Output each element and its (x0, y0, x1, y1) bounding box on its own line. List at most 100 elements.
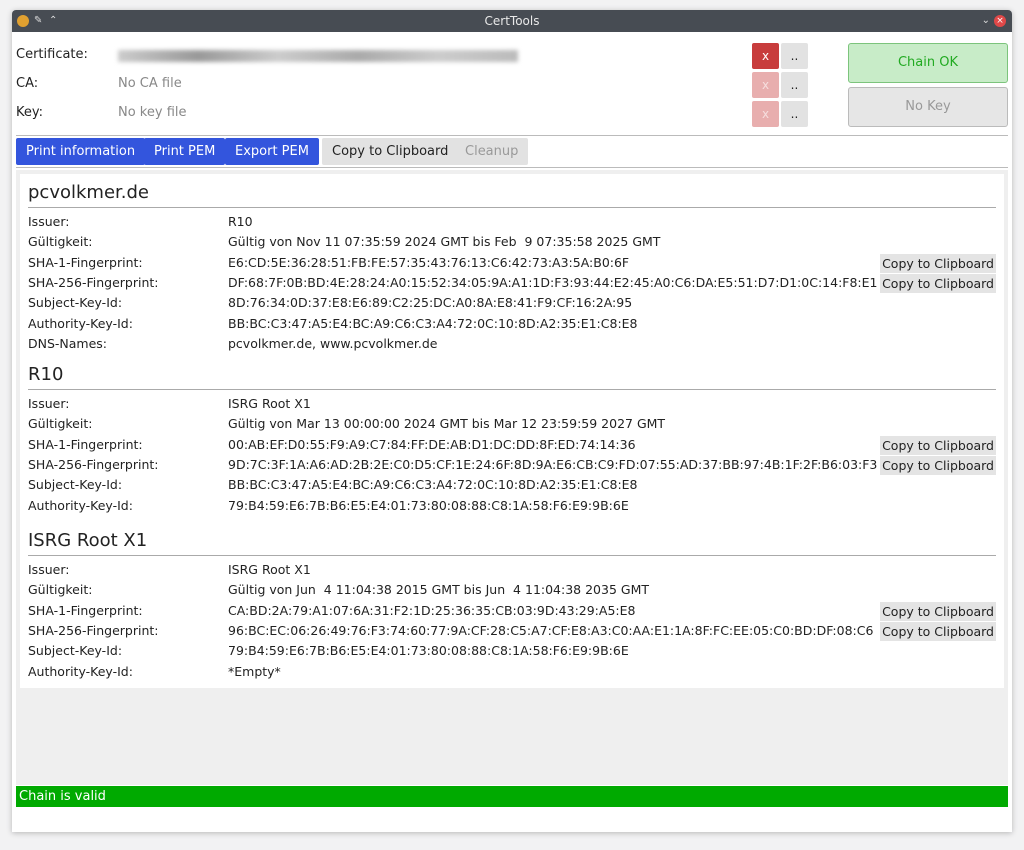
app-icon (17, 15, 29, 27)
field-value: pcvolkmer.de, www.pcvolkmer.de (228, 335, 438, 351)
field-value: R10 (228, 214, 253, 229)
certificate-card: R10 Issuer: ISRG Root X1 Gültigkeit: Gültig … (20, 356, 1004, 522)
certificate-card: pcvolkmer.de Issuer: R10 Gültigkeit: Gültig … (20, 174, 1004, 361)
field-value: BB:BC:C3:47:A5:E4:BC:A9:C6:C3:A4:72:0C:1… (228, 477, 638, 493)
field-row: Issuer: ISRG Root X1 (28, 394, 996, 414)
close-icon[interactable]: × (994, 15, 1006, 27)
copy-to-clipboard-button[interactable]: Copy to Clipboard (880, 435, 996, 455)
no-key-button[interactable]: No Key (848, 87, 1008, 127)
cleanup-button[interactable]: Cleanup (455, 138, 529, 165)
certificate-label: Certificate: (16, 47, 88, 62)
copy-to-clipboard-button[interactable]: Copy to Clipboard (880, 455, 996, 475)
field-row: Subject-Key-Id: BB:BC:C3:47:A5:E4:BC:A9:C… (28, 475, 996, 495)
certificate-card: ISRG Root X1 Issuer: ISRG Root X1 Gültigkei… (20, 522, 1004, 688)
field-row: Subject-Key-Id: 8D:76:34:0D:37:E8:E6:89:C… (28, 293, 996, 313)
field-value: DF:68:7F:0B:BD:4E:28:24:A0:15:52:34:05:9… (228, 274, 878, 290)
field-value: 00:AB:EF:D0:55:F9:A9:C7:84:FF:DE:AB:D1:D… (228, 436, 636, 452)
status-bar: Chain is valid (16, 786, 1008, 807)
copy-to-clipboard-button[interactable]: Copy to Clipboard (880, 273, 996, 293)
divider (16, 135, 1008, 136)
field-row: SHA-1-Fingerprint: 00:AB:EF:D0:55:F9:A9:C… (28, 435, 996, 455)
certificate-path-blurred[interactable] (118, 50, 518, 62)
field-row: Subject-Key-Id: 79:B4:59:E6:7B:B6:E5:E4:0… (28, 641, 996, 661)
field-value: ISRG Root X1 (228, 396, 311, 411)
export-pem-button[interactable]: Export PEM (225, 138, 319, 165)
print-pem-button[interactable]: Print PEM (144, 138, 226, 165)
field-value: *Empty* (228, 663, 281, 679)
field-row: SHA-1-Fingerprint: E6:CD:5E:36:28:51:FB:F… (28, 253, 996, 273)
field-value: 79:B4:59:E6:7B:B6:E5:E4:01:73:80:08:88:C… (228, 643, 629, 659)
browse-ca-button[interactable]: .. (781, 72, 808, 98)
field-row: DNS-Names: pcvolkmer.de, www.pcvolkmer.de (28, 334, 996, 354)
field-row: Issuer: R10 (28, 212, 996, 232)
field-label: Subject-Key-Id: (28, 477, 123, 493)
field-label: SHA-256-Fingerprint: (28, 456, 159, 472)
field-label: Authority-Key-Id: (28, 497, 133, 513)
field-value: E6:CD:5E:36:28:51:FB:FE:57:35:43:76:13:C… (228, 254, 630, 270)
field-value: BB:BC:C3:47:A5:E4:BC:A9:C6:C3:A4:72:0C:1… (228, 315, 638, 331)
field-label: SHA-256-Fingerprint: (28, 622, 159, 638)
field-label: Issuer: (28, 214, 70, 229)
field-label: DNS-Names: (28, 335, 108, 351)
field-label: Issuer: (28, 562, 70, 577)
field-row: Authority-Key-Id: 79:B4:59:E6:7B:B6:E5:E4… (28, 496, 996, 516)
field-row: SHA-256-Fingerprint: DF:68:7F:0B:BD:4E:28… (28, 273, 996, 293)
key-file-value[interactable]: No key file (118, 105, 187, 120)
field-value: 96:BC:EC:06:26:49:76:F3:74:60:77:9A:CF:2… (228, 622, 874, 638)
field-label: SHA-1-Fingerprint: (28, 254, 143, 270)
field-value: 79:B4:59:E6:7B:B6:E5:E4:01:73:80:08:88:C… (228, 497, 629, 513)
copy-to-clipboard-button[interactable]: Copy to Clipboard (880, 253, 996, 273)
field-value: Gültig von Mar 13 00:00:00 2024 GMT bis … (228, 416, 666, 432)
copy-to-clipboard-button[interactable]: Copy to Clipboard (880, 601, 996, 621)
remove-certificate-button[interactable]: x (752, 43, 779, 69)
title-rule (28, 555, 996, 556)
field-row: Gültigkeit: Gültig von Jun 4 11:04:38 201… (28, 580, 996, 600)
certificate-title: R10 (28, 364, 64, 385)
browse-certificate-button[interactable]: .. (781, 43, 808, 69)
field-row: Authority-Key-Id: BB:BC:C3:47:A5:E4:BC:A9… (28, 314, 996, 334)
remove-key-button: x (752, 101, 779, 127)
field-value: ISRG Root X1 (228, 562, 311, 577)
copy-to-clipboard-button[interactable]: Copy to Clipboard (880, 621, 996, 641)
copy-to-clipboard-button[interactable]: Copy to Clipboard (322, 138, 459, 165)
field-row: SHA-256-Fingerprint: 96:BC:EC:06:26:49:76… (28, 621, 996, 641)
minimize-icon[interactable]: ⌄ (981, 15, 990, 26)
pin-icon[interactable]: ✎ (34, 15, 43, 26)
key-label: Key: (16, 105, 44, 120)
field-value: CA:BD:2A:79:A1:07:6A:31:F2:1D:25:36:35:C… (228, 602, 636, 618)
certificate-title: ISRG Root X1 (28, 530, 148, 551)
field-row: SHA-1-Fingerprint: CA:BD:2A:79:A1:07:6A:3… (28, 601, 996, 621)
title-rule (28, 207, 996, 208)
field-row: SHA-256-Fingerprint: 9D:7C:3F:1A:A6:AD:2B… (28, 455, 996, 475)
browse-key-button[interactable]: .. (781, 101, 808, 127)
chain-ok-button[interactable]: Chain OK (848, 43, 1008, 83)
field-label: SHA-1-Fingerprint: (28, 602, 143, 618)
print-information-button[interactable]: Print information (16, 138, 146, 165)
certtools-window: ✎ ⌃ CertTools ⌄ × Certificate: CA: No CA… (12, 10, 1012, 832)
certificate-info-panel: pcvolkmer.de Issuer: R10 Gültigkeit: Gültig … (16, 170, 1008, 785)
title-rule (28, 389, 996, 390)
certificate-title: pcvolkmer.de (28, 182, 149, 203)
field-row: Issuer: ISRG Root X1 (28, 560, 996, 580)
ca-label: CA: (16, 76, 39, 91)
field-value: Gültig von Nov 11 07:35:59 2024 GMT bis … (228, 234, 661, 250)
field-label: SHA-256-Fingerprint: (28, 274, 159, 290)
keep-above-icon[interactable]: ⌃ (49, 15, 58, 26)
field-label: Gültigkeit: (28, 234, 93, 250)
field-label: Gültigkeit: (28, 582, 93, 598)
divider (16, 167, 1008, 168)
field-label: Subject-Key-Id: (28, 643, 123, 659)
field-row: Gültigkeit: Gültig von Nov 11 07:35:59 20… (28, 232, 996, 252)
field-label: Authority-Key-Id: (28, 663, 133, 679)
field-value: Gültig von Jun 4 11:04:38 2015 GMT bis J… (228, 582, 649, 598)
field-label: Authority-Key-Id: (28, 315, 133, 331)
field-label: Subject-Key-Id: (28, 295, 123, 311)
field-value: 8D:76:34:0D:37:E8:E6:89:C2:25:DC:A0:8A:E… (228, 295, 633, 311)
field-label: SHA-1-Fingerprint: (28, 436, 143, 452)
ca-file-value[interactable]: No CA file (118, 76, 182, 91)
field-row: Authority-Key-Id: *Empty* (28, 662, 996, 682)
field-label: Gültigkeit: (28, 416, 93, 432)
window-title: CertTools (484, 14, 540, 28)
title-bar: ✎ ⌃ CertTools ⌄ × (12, 10, 1012, 32)
field-value: 9D:7C:3F:1A:A6:AD:2B:2E:C0:D5:CF:1E:24:6… (228, 456, 878, 472)
